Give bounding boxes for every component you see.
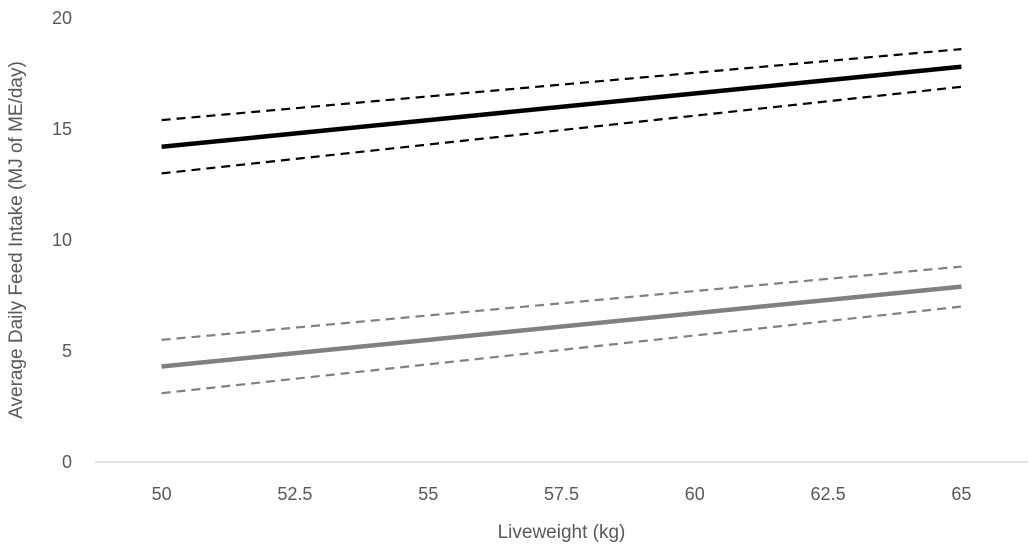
confidence-bound-line [161, 85, 962, 175]
x-axis: 50 52.5 55 57.5 60 62.5 65 [152, 484, 972, 504]
confidence-bound-line [161, 305, 962, 395]
y-axis: 0 5 10 15 20 [52, 8, 72, 472]
x-tick-label: 62.5 [811, 484, 846, 504]
x-tick-label: 50 [152, 484, 172, 504]
series-group [161, 48, 962, 395]
confidence-bound-line [161, 48, 962, 122]
x-tick-label: 55 [418, 484, 438, 504]
series-line [161, 284, 962, 369]
y-tick-label: 20 [52, 8, 72, 28]
x-axis-title: Liveweight (kg) [498, 522, 626, 543]
y-tick-label: 10 [52, 230, 72, 250]
series-line [161, 64, 962, 150]
y-tick-label: 15 [52, 119, 72, 139]
y-tick-label: 5 [62, 341, 72, 361]
x-tick-label: 65 [951, 484, 971, 504]
y-axis-title: Average Daily Feed Intake (MJ of ME/day) [6, 61, 27, 419]
x-tick-label: 57.5 [544, 484, 579, 504]
x-tick-label: 60 [685, 484, 705, 504]
confidence-bound-line [161, 265, 962, 341]
y-tick-label: 0 [62, 452, 72, 472]
x-tick-label: 52.5 [277, 484, 312, 504]
